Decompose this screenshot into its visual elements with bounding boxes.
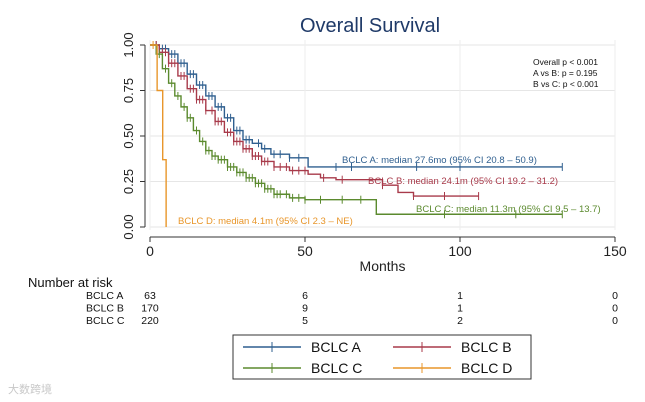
- risk-cell: 220: [141, 315, 159, 327]
- median-annotation: BCLC C: median 11.3m (95% CI 9.5 – 13.7): [416, 204, 601, 215]
- y-tick-label: 1.00: [121, 32, 136, 57]
- legend-label: BCLC B: [461, 339, 512, 355]
- legend-label: BCLC C: [311, 360, 362, 376]
- risk-cell: 0: [612, 315, 618, 327]
- risk-cell: 2: [457, 315, 463, 327]
- risk-cell: 170: [141, 303, 159, 315]
- chart-title: Overall Survival: [300, 15, 440, 37]
- risk-cell: 1: [457, 303, 463, 315]
- stats-line: A vs B: p = 0.195: [533, 68, 598, 78]
- x-tick-label: 150: [603, 243, 627, 259]
- risk-cell: 1: [457, 290, 463, 302]
- x-tick-label: 50: [297, 243, 313, 259]
- x-tick-label: 100: [448, 243, 472, 259]
- legend-label: BCLC D: [461, 360, 512, 376]
- series-line-bclc-b: [150, 44, 479, 197]
- watermark-text: 大数跨境: [8, 383, 52, 396]
- risk-table-header: Number at risk: [28, 275, 113, 290]
- risk-cell: 0: [612, 290, 618, 302]
- y-tick-label: 0.25: [121, 169, 136, 194]
- y-tick-label: 0.50: [121, 123, 136, 148]
- x-axis-title: Months: [360, 258, 406, 274]
- risk-cell: 0: [612, 303, 618, 315]
- median-annotation: BCLC D: median 4.1m (95% CI 2.3 – NE): [178, 216, 353, 227]
- x-tick-label: 0: [146, 243, 154, 259]
- stats-line: Overall p < 0.001: [533, 57, 598, 67]
- legend-label: BCLC A: [311, 339, 361, 355]
- risk-row-label: BCLC C: [86, 315, 125, 327]
- risk-row-label: BCLC A: [86, 290, 123, 302]
- risk-row-label: BCLC B: [86, 303, 124, 315]
- median-annotation: BCLC B: median 24.1m (95% CI 19.2 – 31.2…: [368, 176, 558, 187]
- risk-cell: 5: [302, 315, 308, 327]
- median-annotation: BCLC A: median 27.6mo (95% CI 20.8 – 50.…: [342, 155, 537, 166]
- series-line-bclc-d: [150, 44, 167, 227]
- risk-cell: 63: [144, 290, 156, 302]
- stats-line: B vs C: p < 0.001: [533, 79, 599, 89]
- y-tick-label: 0.00: [121, 214, 136, 239]
- y-tick-label: 0.75: [121, 78, 136, 103]
- risk-cell: 6: [302, 290, 308, 302]
- risk-cell: 9: [302, 303, 308, 315]
- legend-box: [232, 334, 532, 380]
